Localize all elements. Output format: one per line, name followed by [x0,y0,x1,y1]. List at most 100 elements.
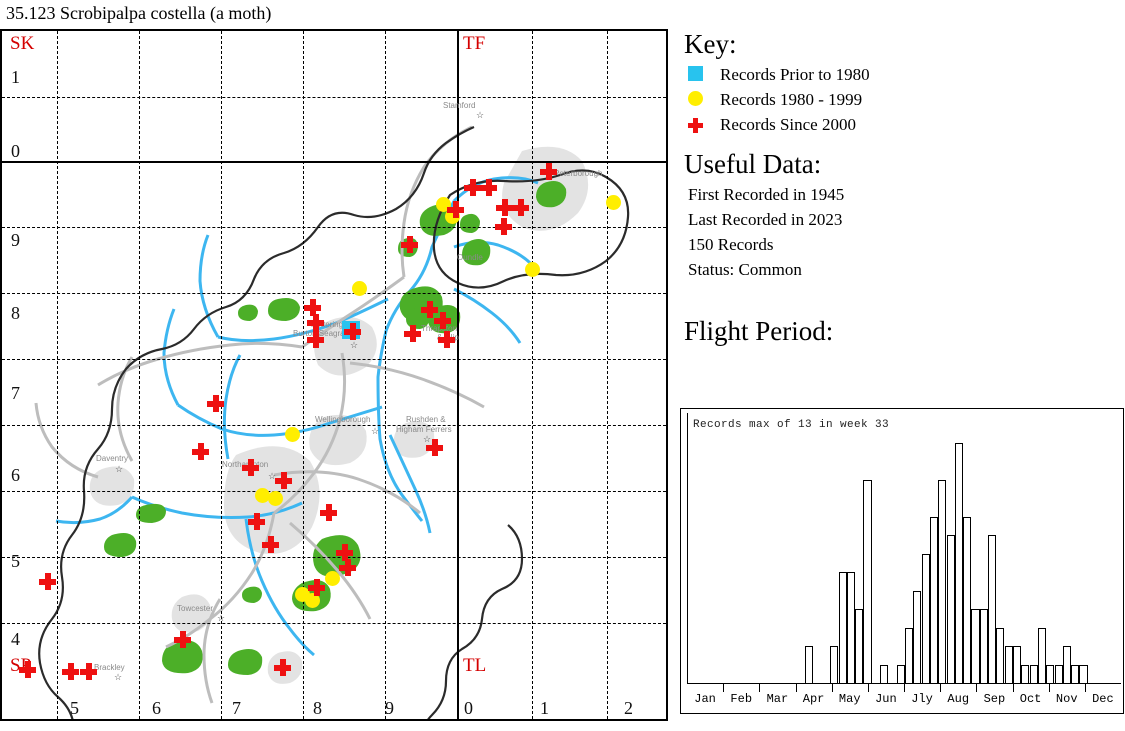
record-marker-since2000[interactable] [19,661,36,678]
red-plus-icon [688,118,703,133]
record-marker-1980-1999[interactable] [305,593,320,608]
record-marker-1980-1999[interactable] [285,427,300,442]
town-label: Higham Ferrers [396,425,452,434]
record-marker-1980-1999[interactable] [606,195,621,210]
useful-data-status: Status: Common [688,260,802,279]
flight-chart-x-axis: Jan Feb Mar Apr May Jun Jly Aug Sep Oct Nov Dec [687,683,1121,712]
town-star-icon: ☆ [350,340,359,350]
map-row-label: 5 [11,551,20,571]
map-row-label: 7 [11,383,20,403]
town-label: Burton Seagrave [293,329,354,338]
record-marker-since2000[interactable] [262,536,279,553]
info-panel: Key: Records Prior to 1980 Records 1980 … [676,29,1125,729]
grid-line-h [2,359,666,360]
month-tick [976,684,978,692]
record-marker-since2000[interactable] [540,163,557,180]
flight-chart-bar [1062,646,1071,683]
map-col-label: 7 [232,698,241,718]
record-marker-since2000[interactable] [447,201,464,218]
record-marker-since2000[interactable] [438,331,455,348]
yellow-circle-icon [688,91,703,106]
flight-chart-bar [846,572,855,683]
month-tick [831,684,833,692]
record-marker-since2000[interactable] [320,504,337,521]
flight-chart-bar [1037,627,1047,683]
month-label: Apr [802,692,825,706]
flight-chart-bar [979,609,988,683]
record-marker-since2000[interactable] [307,331,324,348]
map-basemap-svg [34,125,630,719]
record-marker-since2000[interactable] [174,631,191,648]
record-marker-since2000[interactable] [404,325,421,342]
record-marker-since2000[interactable] [274,659,291,676]
flight-chart-bar [929,516,939,683]
grid-line-v [57,31,58,719]
record-marker-since2000[interactable] [426,439,443,456]
record-marker-1980-1999[interactable] [525,262,540,277]
record-marker-since2000[interactable] [242,459,259,476]
record-marker-1980-1999[interactable] [268,491,283,506]
town-star-icon: ☆ [217,613,226,623]
record-marker-since2000[interactable] [421,301,438,318]
record-marker-since2000[interactable] [480,179,497,196]
month-tick [940,684,942,692]
record-marker-since2000[interactable] [192,443,209,460]
grid-square-label-tf: TF [463,33,486,54]
record-marker-since2000[interactable] [248,513,265,530]
record-marker-since2000[interactable] [344,323,361,340]
grid-line-h [2,97,666,98]
record-marker-since2000[interactable] [80,663,97,680]
record-marker-1980-1999[interactable] [352,281,367,296]
flight-chart-bar [830,646,839,683]
map-col-label: 8 [313,698,322,718]
flight-period-chart[interactable]: Records max of 13 in week 33 Jan Feb Mar Ap… [680,408,1124,714]
key-item-1980-1999: Records 1980 - 1999 [688,87,1125,112]
flight-chart-bar [905,627,914,683]
key-heading: Key: [684,29,737,59]
record-marker-since2000[interactable] [307,314,324,331]
grid-line-v [532,31,533,719]
record-marker-since2000[interactable] [207,395,224,412]
flight-chart-bar [1013,646,1022,683]
record-marker-since2000[interactable] [401,236,418,253]
record-marker-since2000[interactable] [275,472,292,489]
distribution-map[interactable]: SK TF SP TL 1 0 9 8 7 6 5 4 5 6 7 8 9 0 … [0,29,668,721]
town-label: Thrapston [421,324,458,333]
map-col-label: 5 [70,698,79,718]
month-tick [795,684,797,692]
flight-chart-bar [1046,664,1055,683]
record-marker-since2000[interactable] [495,218,512,235]
record-marker-since2000[interactable] [339,559,356,576]
month-tick [1012,684,1014,692]
town-label: Rushden & [406,415,446,424]
record-marker-since2000[interactable] [464,179,481,196]
map-row-label: 1 [11,67,20,87]
record-marker-since2000[interactable] [512,199,529,216]
grid-line-v-major [457,31,459,719]
grid-line-v [607,31,608,719]
key-item-label: Records Prior to 1980 [720,65,870,84]
record-marker-since2000[interactable] [304,299,321,316]
town-label: Kettering & [311,320,351,329]
flight-chart-bar [963,516,972,683]
record-marker-since2000[interactable] [39,573,56,590]
flight-chart-bar [1021,664,1030,683]
record-marker-since2000[interactable] [336,544,353,561]
grid-line-h-major [2,161,666,163]
town-star-icon: ☆ [423,434,432,444]
record-marker-since2000[interactable] [308,579,325,596]
record-marker-since2000[interactable] [496,199,513,216]
month-tick [904,684,905,692]
town-star-icon: ☆ [114,672,123,682]
record-marker-1980-1999[interactable] [255,488,270,503]
key-item-label: Records Since 2000 [720,115,856,134]
record-marker-since2000[interactable] [434,312,451,329]
record-marker-1980-1999[interactable] [325,571,340,586]
month-label: Dec [1092,692,1114,706]
record-marker-since2000[interactable] [62,663,79,680]
month-label: Sep [983,692,1006,706]
flight-chart-bar [971,609,980,683]
map-col-label: 0 [464,698,473,718]
month-label: Jan [694,692,716,706]
grid-square-label-tl: TL [463,655,487,676]
